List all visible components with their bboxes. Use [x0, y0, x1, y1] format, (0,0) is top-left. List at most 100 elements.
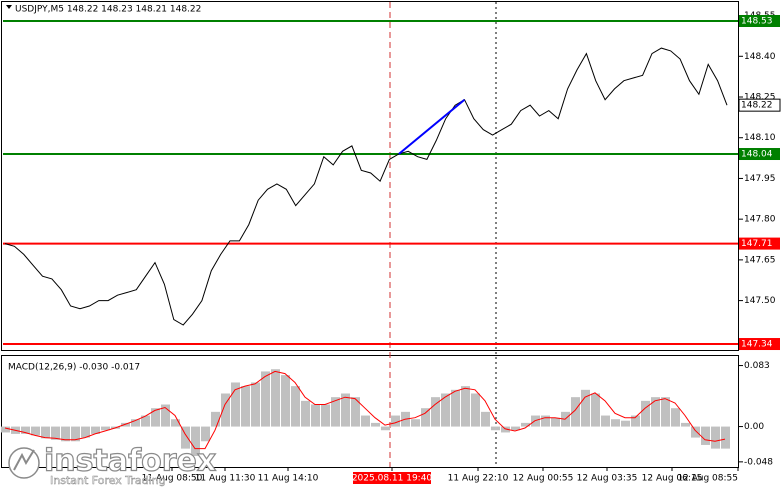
macd-bar — [101, 426, 110, 431]
macd-bar — [461, 386, 470, 427]
y-tick-label: -0.048 — [744, 457, 773, 467]
macd-bar — [51, 426, 60, 440]
macd-bar — [391, 415, 400, 427]
macd-bar — [411, 419, 420, 427]
macd-bar — [631, 415, 640, 427]
y-tick-label: 147.50 — [744, 296, 776, 306]
macd-bar — [721, 426, 730, 449]
macd-bar — [231, 382, 240, 427]
macd-bar — [271, 369, 280, 427]
logo-mark — [13, 449, 35, 471]
macd-bar — [201, 426, 210, 442]
current-price-label: 148.22 — [741, 101, 773, 111]
macd-bar — [181, 426, 190, 449]
x-tick-label: 12 Aug 06:15 — [642, 474, 703, 484]
macd-bar — [681, 422, 690, 427]
macd-bar — [551, 417, 560, 427]
macd-bar — [711, 426, 720, 449]
macd-bar — [261, 371, 270, 427]
y-tick-label: 148.40 — [744, 52, 776, 62]
macd-bar — [421, 408, 430, 427]
macd-bar — [601, 415, 610, 427]
macd-bar — [321, 404, 330, 427]
macd-bar — [611, 419, 620, 427]
y-tick-label: 147.65 — [744, 255, 776, 265]
macd-bar — [281, 375, 290, 427]
x-tick-label: 12 Aug 00:55 — [513, 474, 574, 484]
macd-bar — [341, 393, 350, 427]
level-label-box — [739, 15, 780, 28]
macd-bar — [371, 422, 380, 427]
macd-bar — [471, 393, 480, 427]
level-label-box — [739, 338, 780, 351]
x-tick-label: 11 Aug 08:50 — [142, 474, 203, 484]
y-tick-label: 147.95 — [744, 174, 776, 184]
macd-bar — [691, 426, 700, 438]
macd-bar — [221, 393, 230, 427]
macd-bar — [151, 408, 160, 427]
macd-bar — [71, 426, 80, 442]
level-label: 148.53 — [741, 17, 773, 27]
macd-bar — [381, 426, 390, 431]
macd-bar — [701, 426, 710, 445]
x-highlight-box — [353, 472, 431, 484]
watermark: instaforex Instant Forex Trading — [8, 443, 217, 487]
macd-bar — [91, 426, 100, 434]
price-line — [4, 47, 728, 326]
macd-bar — [251, 382, 260, 427]
macd-bar — [641, 400, 650, 427]
x-tick-label: 12 Aug 08:55 — [677, 474, 738, 484]
macd-bar — [541, 415, 550, 427]
level-label-box — [739, 237, 780, 250]
macd-bar — [241, 386, 250, 427]
level-label: 147.34 — [741, 340, 773, 350]
macd-panel — [1, 355, 739, 468]
x-tick-label: 2025.08.11 19:40 — [352, 474, 433, 484]
macd-bar — [591, 393, 600, 427]
macd-bar — [581, 389, 590, 427]
macd-bar — [171, 419, 180, 427]
macd-bar — [1, 426, 10, 433]
macd-bar — [81, 426, 90, 438]
current-price-box — [738, 98, 781, 112]
macd-bar — [31, 426, 40, 436]
macd-bar — [521, 422, 530, 427]
level-label: 148.04 — [741, 150, 773, 160]
y-tick-label: 147.80 — [744, 215, 776, 225]
y-tick-label: 148.25 — [744, 93, 776, 103]
macd-bar — [481, 411, 490, 427]
x-tick-label: 11 Aug 11:30 — [195, 474, 256, 484]
menu-triangle — [6, 5, 12, 9]
logo-icon — [8, 447, 40, 479]
macd-bar — [571, 397, 580, 427]
x-tick-label: 12 Aug 03:35 — [577, 474, 638, 484]
macd-bar — [361, 415, 370, 427]
y-tick-label: 148.10 — [744, 133, 776, 143]
macd-title: MACD(12,26,9) -0.030 -0.017 — [8, 363, 140, 373]
macd-bar — [41, 426, 50, 439]
x-tick-label: 11 Aug 14:10 — [258, 474, 319, 484]
macd-bar — [291, 386, 300, 427]
price-panel — [1, 1, 739, 351]
watermark-brand: instaforex — [44, 444, 216, 479]
macd-bar — [451, 389, 460, 427]
macd-bar — [511, 426, 520, 431]
level-label: 147.71 — [741, 239, 773, 249]
watermark-tagline: Instant Forex Trading — [50, 474, 166, 487]
y-tick-label: 0.083 — [744, 361, 770, 371]
macd-bar — [331, 397, 340, 427]
macd-bar — [431, 397, 440, 427]
level-label-box — [739, 148, 780, 161]
macd-bar — [131, 419, 140, 427]
chart-title: USDJPY,M5 148.22 148.23 148.21 148.22 — [15, 5, 201, 15]
macd-bar — [501, 426, 510, 433]
macd-bar — [301, 400, 310, 427]
macd-bar — [311, 404, 320, 427]
macd-bar — [351, 397, 360, 427]
signal-line — [4, 370, 726, 450]
macd-bar — [161, 404, 170, 427]
macd-bar — [141, 415, 150, 427]
y-tick-label: 0.00 — [744, 422, 764, 432]
macd-bar — [661, 397, 670, 427]
